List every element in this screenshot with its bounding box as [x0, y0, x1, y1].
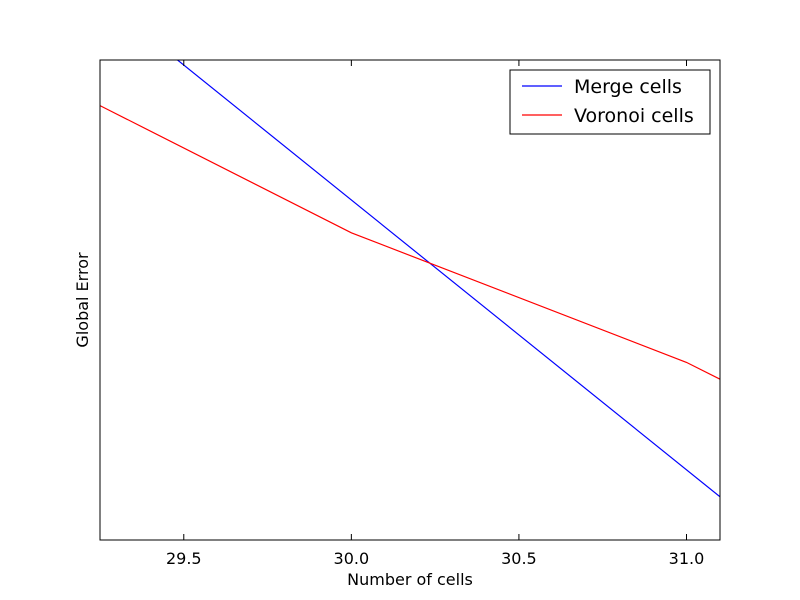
x-tick-label-1: 30.0 — [334, 549, 370, 568]
x-tick-label-3: 31.0 — [669, 549, 705, 568]
series-layer — [100, 60, 720, 498]
legend-box — [509, 69, 711, 135]
x-tick-label-0: 29.5 — [166, 549, 202, 568]
series-line-0 — [176, 60, 720, 498]
legend-label-1: Voronoi cells — [574, 105, 694, 127]
x-tick-label-2: 30.5 — [501, 549, 537, 568]
plot-area-frame — [99, 59, 721, 541]
y-axis-label: Global Error — [73, 252, 92, 348]
legend-label-0: Merge cells — [574, 76, 682, 98]
series-line-1 — [100, 105, 720, 380]
x-axis-ticks: 29.5 30.0 30.5 31.0 — [166, 60, 704, 568]
legend: Merge cells Voronoi cells — [509, 69, 711, 135]
x-axis-label: Number of cells — [347, 570, 473, 589]
